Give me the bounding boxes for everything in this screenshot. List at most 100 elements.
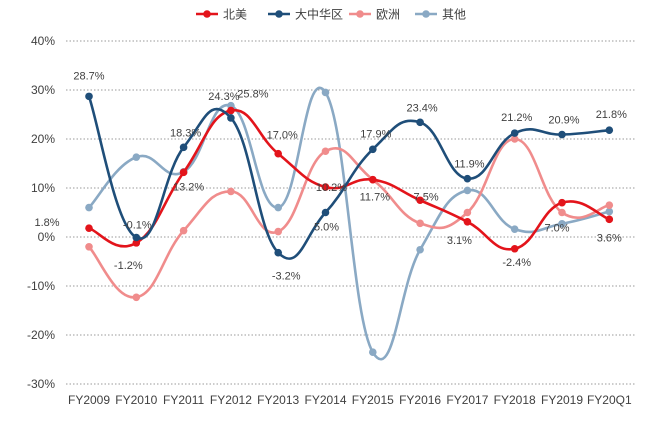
- data-point: [85, 224, 93, 232]
- data-point: [463, 174, 472, 183]
- y-tick-label: -20%: [27, 328, 55, 342]
- data-label: 17.9%: [360, 128, 391, 140]
- data-point: [85, 203, 93, 212]
- data-point: [510, 225, 519, 233]
- data-point: [369, 145, 377, 154]
- data-point: [463, 186, 472, 195]
- x-tick-label: FY2018: [494, 393, 536, 407]
- data-point: [605, 207, 614, 216]
- y-tick-label: 20%: [31, 132, 55, 146]
- data-point: [274, 227, 283, 236]
- legend-item: 大中华区: [268, 7, 343, 22]
- data-label: 28.7%: [73, 70, 104, 82]
- legend-label: 大中华区: [295, 7, 343, 22]
- x-tick-label: FY20Q1: [587, 393, 632, 407]
- data-point: [605, 215, 614, 224]
- gridlines: [66, 40, 636, 385]
- series-line: [87, 87, 611, 361]
- x-tick-label: FY2015: [352, 393, 394, 407]
- y-tick-label: 10%: [31, 181, 55, 195]
- data-label: 11.9%: [454, 159, 485, 171]
- legend-label: 欧洲: [376, 8, 400, 22]
- data-labels: 1.8% -1.2% 13.2% 25.8% 17.0% 10.2% 11.7% 7.5% 3.…: [34, 70, 627, 282]
- x-tick-label: FY2010: [115, 393, 157, 407]
- y-tick-label: 40%: [31, 34, 55, 48]
- legend-label: 其他: [442, 8, 466, 22]
- y-tick-label: -10%: [27, 279, 55, 293]
- x-tick-label: FY2013: [257, 393, 299, 407]
- data-point: [558, 208, 566, 217]
- data-point: [274, 248, 283, 257]
- data-label: 24.3%: [208, 91, 239, 103]
- data-point: [179, 143, 188, 152]
- data-point: [416, 219, 424, 228]
- x-tick-label: FY2014: [304, 393, 346, 407]
- legend-swatch-marker: [422, 10, 430, 18]
- data-point: [179, 168, 188, 177]
- y-axis-tick-labels: -30% -20% -10% 0% 10% 20% 30% 40%: [27, 34, 55, 391]
- legend-swatch-marker: [356, 10, 364, 18]
- data-point: [179, 226, 188, 235]
- data-point: [132, 233, 141, 242]
- legend-item: 北美: [196, 8, 247, 22]
- data-point: [416, 196, 424, 205]
- y-tick-label: -30%: [27, 377, 55, 391]
- data-label: 3.1%: [447, 235, 472, 247]
- data-point: [85, 243, 93, 251]
- series-2: [85, 92, 614, 260]
- data-label: 7.0%: [544, 223, 569, 235]
- data-point: [227, 114, 235, 122]
- data-point: [463, 208, 472, 217]
- data-point: [227, 187, 235, 196]
- data-point: [321, 147, 330, 156]
- data-label: 21.2%: [501, 112, 532, 124]
- data-label: 7.5%: [414, 191, 439, 203]
- data-label: 21.8%: [596, 109, 627, 121]
- data-point: [132, 153, 141, 161]
- x-tick-label: FY2017: [446, 393, 488, 407]
- x-tick-label: FY2012: [210, 393, 252, 407]
- x-tick-label: FY2011: [163, 393, 204, 407]
- data-point: [605, 126, 614, 134]
- data-point: [510, 129, 519, 137]
- data-point: [274, 203, 283, 212]
- data-point: [321, 208, 330, 217]
- data-label: -1.2%: [114, 260, 143, 272]
- series-1: [85, 106, 614, 253]
- data-point: [321, 183, 330, 191]
- x-axis-tick-labels: FY2009 FY2010 FY2011 FY2012 FY2013 FY2014 FY20…: [68, 393, 632, 407]
- data-label: -2.4%: [502, 257, 531, 269]
- data-point: [132, 239, 141, 247]
- x-tick-label: FY2019: [541, 393, 583, 407]
- data-label: 20.9%: [548, 115, 579, 127]
- legend-label: 北美: [223, 8, 247, 22]
- data-label: 1.8%: [34, 217, 59, 229]
- data-label: -3.2%: [272, 271, 301, 283]
- x-tick-label: FY2009: [68, 393, 110, 407]
- data-label: 25.8%: [237, 89, 268, 101]
- data-label: 10.2%: [316, 182, 347, 194]
- data-label: 3.6%: [597, 232, 622, 244]
- data-point: [510, 135, 519, 143]
- legend-swatch-marker: [203, 10, 211, 18]
- data-point: [132, 293, 141, 302]
- data-point: [416, 118, 424, 127]
- y-tick-label: 0%: [38, 230, 56, 244]
- series-lines: [85, 87, 614, 361]
- data-point: [274, 149, 283, 158]
- data-label: 23.4%: [406, 102, 437, 114]
- data-point: [369, 175, 377, 184]
- data-point: [558, 219, 566, 228]
- data-point: [321, 88, 330, 97]
- data-point: [558, 198, 566, 207]
- data-point: [605, 201, 614, 209]
- data-point: [463, 218, 472, 226]
- data-label: 13.2%: [173, 181, 204, 193]
- y-tick-label: 30%: [31, 83, 55, 97]
- data-point: [558, 130, 566, 139]
- legend-item: 欧洲: [349, 8, 400, 22]
- data-label: 11.7%: [360, 192, 391, 204]
- data-point: [416, 245, 424, 254]
